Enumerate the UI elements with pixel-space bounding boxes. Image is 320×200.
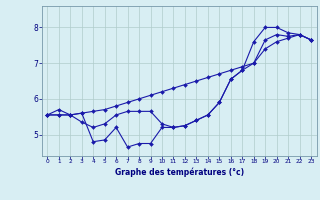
X-axis label: Graphe des températures (°c): Graphe des températures (°c) xyxy=(115,167,244,177)
